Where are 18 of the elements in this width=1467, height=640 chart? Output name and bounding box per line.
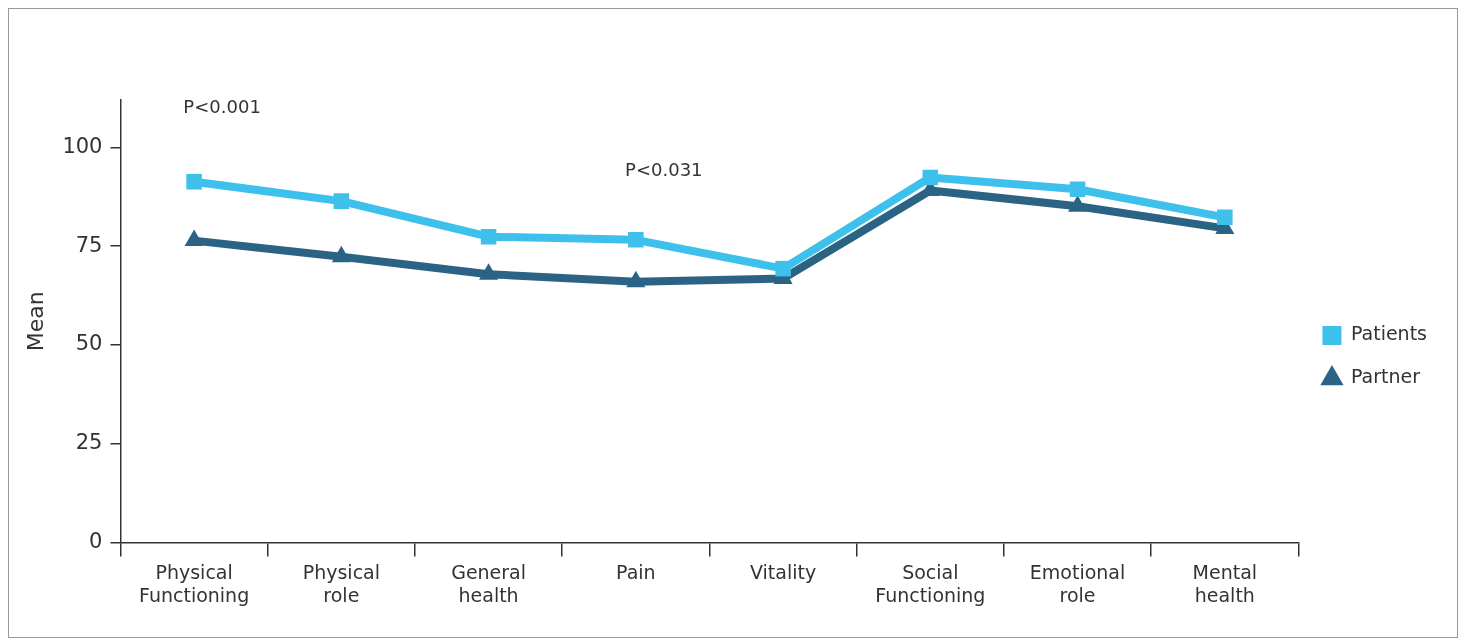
y-tick-label: 0: [89, 528, 103, 553]
annotation: P<0.031: [625, 158, 703, 180]
annotation: P<0.001: [183, 95, 261, 117]
x-tick-label: Vitality: [749, 560, 817, 583]
y-tick-label: 100: [62, 133, 103, 158]
y-tick-label: 25: [75, 430, 103, 455]
x-tick-label: General health: [451, 560, 527, 606]
x-tick-label: Emotional role: [1029, 560, 1126, 606]
x-tick-label: Social Functioning: [875, 560, 986, 606]
y-tick-label: 50: [75, 331, 103, 356]
x-tick-label: Physical Functioning: [139, 560, 250, 606]
legend-label: Patients: [1350, 322, 1428, 345]
legend-label: Partner: [1350, 365, 1421, 388]
x-tick-label: Pain: [616, 560, 656, 583]
x-tick-label: Physical role: [302, 560, 380, 606]
y-axis-title: Mean: [22, 291, 48, 352]
x-tick-label: Mental health: [1192, 560, 1258, 606]
y-tick-label: 75: [75, 232, 103, 257]
